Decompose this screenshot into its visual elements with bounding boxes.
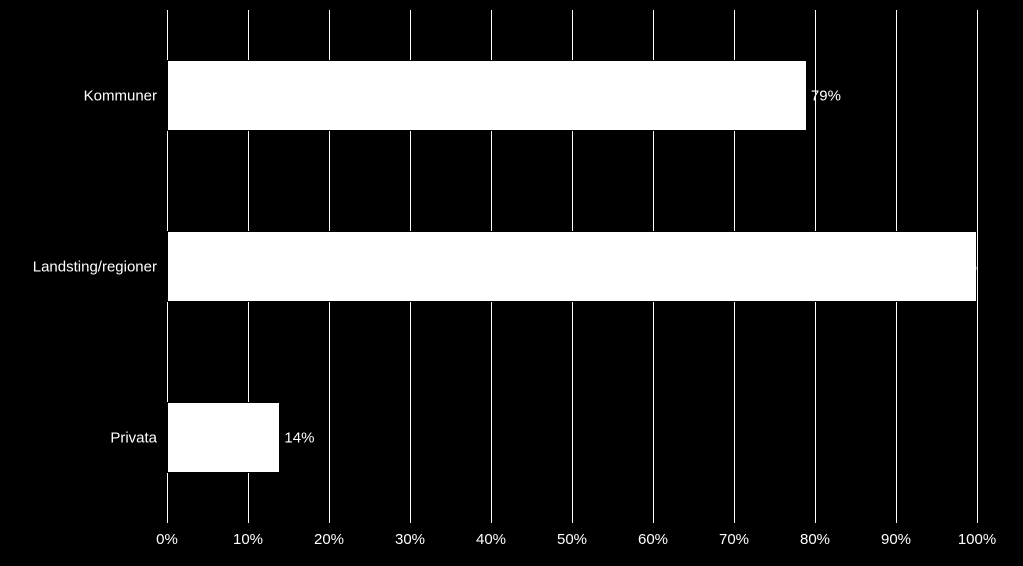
y-category-label: Privata: [110, 429, 167, 446]
x-tick-label: 10%: [233, 523, 263, 548]
plot-area: 0%10%20%30%40%50%60%70%80%90%100%Kommune…: [167, 10, 977, 523]
x-tick-label: 100%: [958, 523, 996, 548]
bar: [167, 402, 280, 474]
x-tick-label: 60%: [638, 523, 668, 548]
value-label: 14%: [280, 429, 314, 446]
x-tick-label: 20%: [314, 523, 344, 548]
x-tick-label: 30%: [395, 523, 425, 548]
x-tick-label: 90%: [881, 523, 911, 548]
value-label: 79%: [807, 87, 841, 104]
x-tick-label: 70%: [719, 523, 749, 548]
y-category-label: Kommuner: [84, 87, 167, 104]
x-tick-label: 0%: [156, 523, 178, 548]
bar: [167, 231, 977, 303]
gridline: [977, 10, 978, 523]
x-tick-label: 80%: [800, 523, 830, 548]
value-label: 00%: [947, 258, 977, 275]
x-tick-label: 40%: [476, 523, 506, 548]
bar: [167, 60, 807, 132]
x-tick-label: 50%: [557, 523, 587, 548]
y-category-label: Landsting/regioner: [33, 258, 167, 275]
chart-container: 0% 10% 20% 30% 40% 50% 60% 70% 80% 90% 100% Kommune…: [0, 0, 1023, 566]
